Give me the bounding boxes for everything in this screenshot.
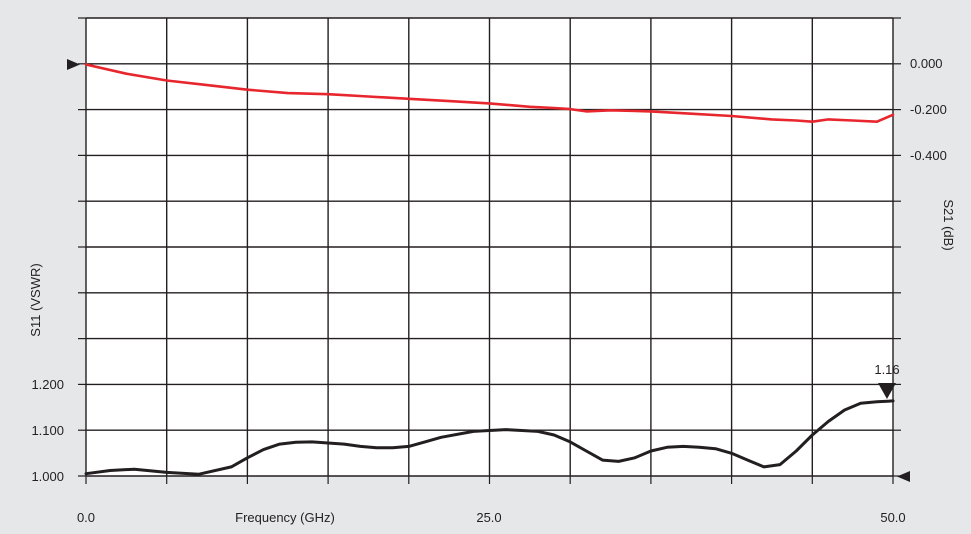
left-tick-1100: 1.100 <box>31 423 64 438</box>
s11-endpoint-marker <box>878 383 896 399</box>
s21-line <box>84 63 895 123</box>
right-tick-m400: -0.400 <box>910 148 947 163</box>
x-axis-label: Frequency (GHz) <box>235 510 335 525</box>
x-tick-50: 50.0 <box>880 510 905 525</box>
markers <box>67 59 910 482</box>
right-tick-m200: -0.200 <box>910 102 947 117</box>
x-tick-25: 25.0 <box>476 510 501 525</box>
x-tick-0: 0.0 <box>77 510 95 525</box>
s11-line <box>84 399 895 476</box>
left-axis-label: S11 (VSWR) <box>28 263 43 336</box>
right-tick-0: 0.000 <box>910 56 943 71</box>
s11-ref-marker <box>897 471 910 482</box>
right-axis-label: S21 (dB) <box>941 199 956 250</box>
series-group <box>84 63 895 476</box>
s21-ref-marker <box>67 59 80 70</box>
endpoint-annotation: 1.16 <box>874 362 899 377</box>
tick-labels: 0.0 25.0 50.0 1.200 1.100 1.000 0.000 -0… <box>31 56 946 525</box>
plot-grid <box>78 17 901 484</box>
left-tick-1200: 1.200 <box>31 377 64 392</box>
left-tick-1000: 1.000 <box>31 469 64 484</box>
